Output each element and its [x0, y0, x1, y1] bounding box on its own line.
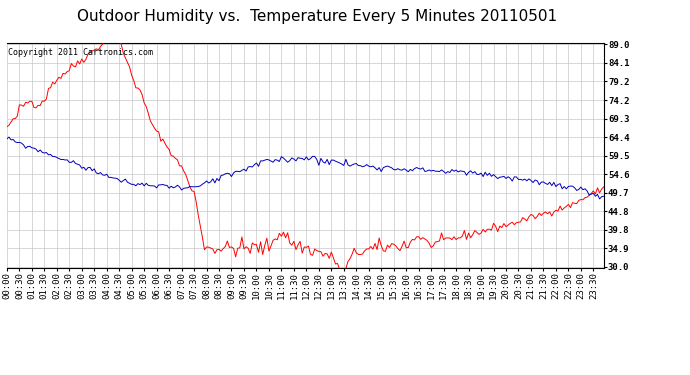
Text: Outdoor Humidity vs.  Temperature Every 5 Minutes 20110501: Outdoor Humidity vs. Temperature Every 5…	[77, 9, 558, 24]
Text: Copyright 2011 Cartronics.com: Copyright 2011 Cartronics.com	[8, 48, 153, 57]
